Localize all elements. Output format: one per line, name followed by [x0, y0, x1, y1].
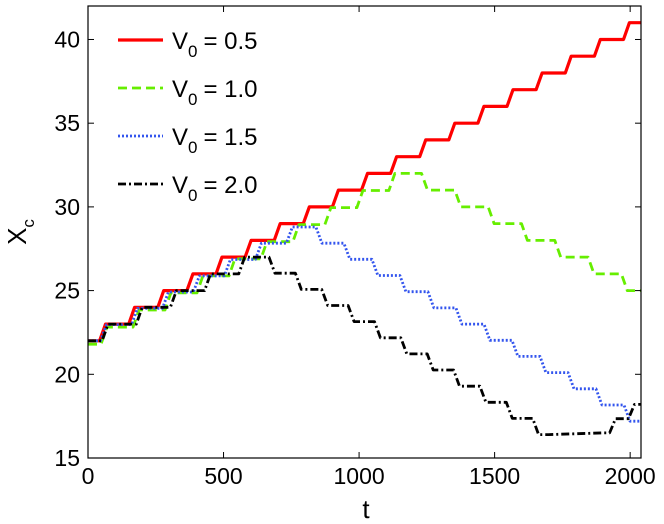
y-tick-label: 40 [54, 26, 80, 52]
y-tick-label: 15 [54, 445, 80, 471]
axes-frame [87, 5, 642, 459]
series-line-2 [88, 172, 641, 346]
y-axis-label: Xc [2, 219, 38, 245]
legend: V0 = 0.5 V0 = 1.0 V0 = 1.5 V0 = 2.0 [118, 28, 258, 205]
x-tick-label: 1000 [333, 463, 384, 489]
x-axis-label: t [362, 494, 370, 524]
x-tick-label: 0 [82, 463, 95, 489]
legend-label-3: V0 = 1.5 [172, 124, 258, 157]
y-tick-label: 25 [54, 278, 80, 304]
x-tick-label: 2000 [605, 463, 656, 489]
legend-label-4: V0 = 2.0 [172, 172, 258, 205]
x-tick-label: 1500 [469, 463, 520, 489]
y-tick-label: 30 [54, 194, 80, 220]
y-tick-label: 35 [54, 110, 80, 136]
plot-area [88, 21, 641, 436]
y-tick-label: 20 [54, 361, 80, 387]
series-line-4 [88, 255, 641, 436]
legend-label-2: V0 = 1.0 [172, 76, 258, 109]
x-tick-label: 500 [204, 463, 242, 489]
series-line-3 [88, 225, 641, 423]
legend-label-1: V0 = 0.5 [172, 28, 258, 61]
